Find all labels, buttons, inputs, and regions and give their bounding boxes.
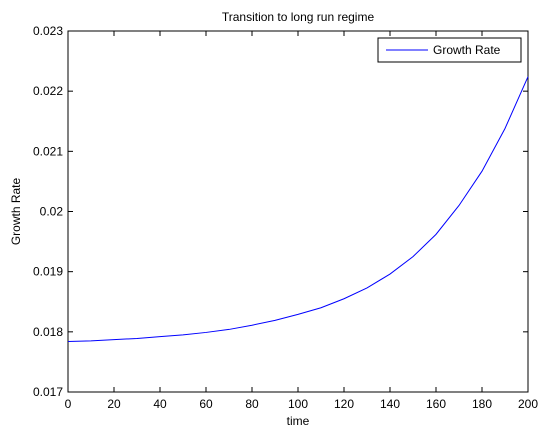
y-axis-title: Growth Rate: [9, 177, 23, 245]
legend-label-growth-rate: Growth Rate: [433, 43, 501, 57]
y-tick-label: 0.02: [40, 205, 64, 219]
x-tick-label: 140: [380, 397, 400, 411]
legend: Growth Rate: [377, 37, 522, 63]
x-tick-label: 20: [107, 397, 121, 411]
x-tick-label: 40: [153, 397, 167, 411]
series-line-growth-rate: [67, 76, 529, 342]
y-axis: 0.017 0.018 0.019 0.02 0.021 0.022 0.023: [33, 24, 528, 399]
x-tick-label: 80: [245, 397, 259, 411]
y-tick-label: 0.021: [33, 144, 63, 158]
series-layer: [67, 76, 529, 342]
x-axis-title: time: [287, 414, 310, 428]
x-tick-label: 100: [288, 397, 308, 411]
x-axis: 0 20 40 60 80 100 120 140 160 180 200: [65, 31, 538, 411]
x-tick-label: 120: [334, 397, 354, 411]
y-tick-label: 0.019: [33, 265, 63, 279]
x-tick-label: 180: [472, 397, 492, 411]
y-tick-label: 0.022: [33, 84, 63, 98]
y-tick-label: 0.018: [33, 325, 63, 339]
y-tick-label: 0.023: [33, 24, 63, 38]
plot-area: [67, 30, 529, 393]
y-tick-label: 0.017: [33, 385, 63, 399]
x-tick-label: 200: [518, 397, 538, 411]
x-tick-label: 160: [426, 397, 446, 411]
chart-title: Transition to long run regime: [222, 10, 375, 24]
x-tick-label: 60: [199, 397, 213, 411]
plot-frame: [67, 30, 529, 393]
x-tick-label: 0: [65, 397, 72, 411]
